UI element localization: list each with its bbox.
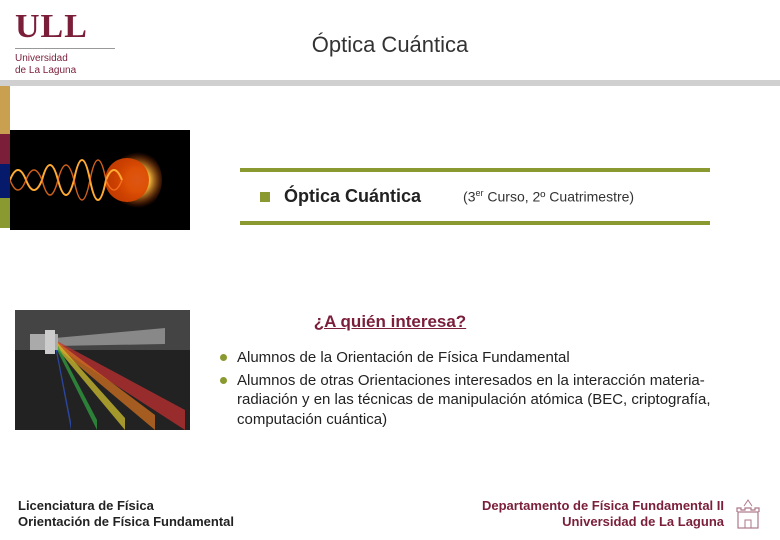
subject-meta: (3er Curso, 2º Cuatrimestre) — [463, 188, 634, 205]
meta-sup: er — [475, 188, 483, 198]
stripe-maroon — [0, 134, 10, 164]
photon-wave-svg — [10, 130, 190, 230]
logo-line2: de La Laguna — [15, 65, 125, 77]
photon-wave-image — [10, 130, 190, 230]
footer-left-line1: Licenciatura de Física — [18, 498, 234, 514]
subject-block: Óptica Cuántica (3er Curso, 2º Cuatrimes… — [230, 168, 730, 225]
bullet-text-1: Alumnos de la Orientación de Física Fund… — [237, 348, 570, 367]
sidebar-stripes — [0, 86, 10, 236]
subject-row: Óptica Cuántica (3er Curso, 2º Cuatrimes… — [230, 172, 730, 221]
footer-right: Departamento de Física Fundamental II Un… — [482, 498, 762, 531]
rule-bottom — [240, 221, 710, 225]
stripe-olive — [0, 198, 10, 228]
square-bullet-icon — [260, 192, 270, 202]
spectrum-image — [15, 310, 190, 430]
list-item: Alumnos de la Orientación de Física Fund… — [220, 348, 740, 367]
bullet-dot-icon — [220, 377, 227, 384]
subject-name: Óptica Cuántica — [284, 186, 421, 207]
stripe-blue — [0, 164, 10, 198]
bullet-list: Alumnos de la Orientación de Física Fund… — [220, 348, 740, 433]
meta-rest: Curso, 2º Cuatrimestre) — [484, 189, 635, 205]
page-title: Óptica Cuántica — [0, 32, 780, 58]
footer-left-line2: Orientación de Física Fundamental — [18, 514, 234, 530]
stripe-gold — [0, 86, 10, 134]
bullet-dot-icon — [220, 354, 227, 361]
list-item: Alumnos de otras Orientaciones interesad… — [220, 371, 740, 429]
bullet-text-2: Alumnos de otras Orientaciones interesad… — [237, 371, 740, 429]
meta-prefix: (3 — [463, 189, 475, 205]
footer: Licenciatura de Física Orientación de Fí… — [0, 498, 780, 531]
footer-right-line1: Departamento de Física Fundamental II — [482, 498, 724, 514]
footer-left: Licenciatura de Física Orientación de Fí… — [18, 498, 234, 531]
spectrum-svg — [15, 310, 190, 430]
tower-icon — [734, 498, 762, 530]
header-divider — [0, 80, 780, 86]
footer-right-line2: Universidad de La Laguna — [482, 514, 724, 530]
